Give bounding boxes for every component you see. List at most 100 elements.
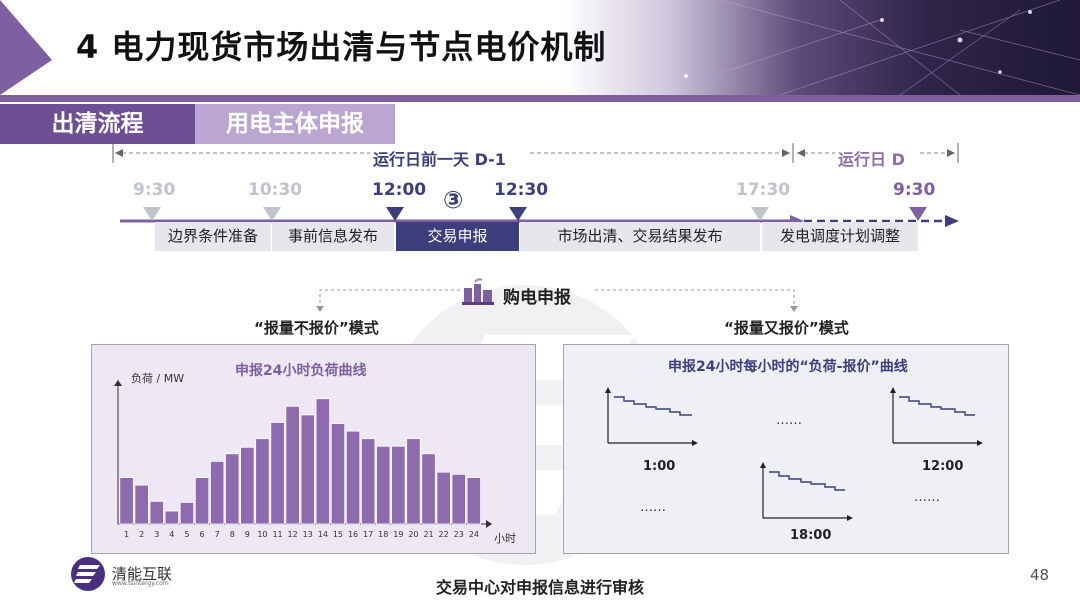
y-axis-label: 负荷 / MW [131,372,185,385]
right-chart-title: 申报24小时每小时的“负荷-报价”曲线 [668,359,908,375]
bar-hour-10 [255,438,270,525]
segment-boundary-prep: 边界条件准备 [155,222,271,251]
ellipsis-2: …… [640,500,666,515]
x-tick-7: 7 [215,530,220,539]
marker-1230 [509,207,527,221]
time-label-1730: 17:30 [736,180,791,200]
marker-0930 [143,207,161,221]
tab-user-declaration[interactable]: 用电主体申报 [195,104,395,144]
ellipsis-1: …… [776,413,802,428]
bar-hour-4 [164,510,179,525]
x-tick-16: 16 [348,530,358,539]
segment-clearing-results: 市场出清、交易结果发布 [520,222,760,251]
title-underline-bar [0,95,1080,102]
time-label-0930: 9:30 [133,180,176,200]
mode-quantity-only: “报量不报价”模式 [254,319,379,337]
bar-hour-23 [451,473,466,525]
bar-hour-12 [285,405,300,525]
mini-price-curve-3 [760,462,853,521]
purchase-declaration-label: 购电申报 [503,288,571,308]
x-tick-18: 18 [378,530,388,539]
page-number: 48 [1030,566,1050,584]
header-network-graphic [0,0,1080,95]
bar-hour-2 [134,484,149,525]
bar-hour-6 [194,477,210,525]
mini-label-3: 18:00 [790,528,832,543]
time-label-next-0930: 9:30 [893,180,936,200]
segment-trade-declaration: 交易申报 [396,222,519,251]
bar-hour-22 [436,471,451,525]
x-tick-10: 10 [257,530,267,539]
slide-title: 4 电力现货市场出清与节点电价机制 [76,28,607,66]
x-tick-4: 4 [169,530,174,539]
left-chart-title: 申报24小时负荷曲线 [235,363,367,379]
x-tick-12: 12 [288,530,298,539]
time-label-1030: 10:30 [248,180,303,200]
mini-price-curve-2 [890,387,983,446]
bar-hour-15 [330,423,346,525]
bar-hour-19 [391,445,406,525]
marker-1030 [263,207,281,221]
x-tick-20: 20 [408,530,418,539]
marker-next-0930 [909,207,927,221]
x-axis-unit: 小时 [494,532,516,545]
x-tick-1: 1 [124,530,129,539]
right-panel [563,344,1009,554]
bar-hour-11 [270,422,285,525]
bar-hour-14 [315,398,331,525]
mode-quantity-and-price: “报量又报价”模式 [724,319,849,337]
x-tick-11: 11 [272,530,282,539]
timeline-span-arrows [112,143,959,163]
mini-label-2: 12:00 [922,459,964,474]
header-left-triangle [0,0,52,95]
bar-hour-21 [421,453,436,525]
x-tick-21: 21 [423,530,433,539]
x-tick-2: 2 [139,530,144,539]
mini-price-curve-1 [605,387,698,446]
factory-icon [462,278,494,305]
x-tick-14: 14 [318,530,328,539]
segment-info-release: 事前信息发布 [272,222,394,251]
x-tick-13: 13 [303,530,313,539]
x-tick-8: 8 [230,530,235,539]
x-tick-24: 24 [469,530,479,539]
span-day-before-label: 运行日前一天 D-1 [373,150,506,169]
x-tick-23: 23 [454,530,464,539]
marker-1200 [386,207,404,221]
bar-hour-7 [210,460,225,525]
x-tick-6: 6 [200,530,205,539]
company-name: 清能互联 [112,565,173,583]
step-marker-3: ③ [443,186,464,214]
x-tick-5: 5 [184,530,189,539]
bar-hour-17 [360,438,376,525]
bar-hour-13 [300,414,315,525]
bar-hour-20 [406,438,421,525]
ellipsis-3: …… [914,490,940,505]
review-note: 交易中心对申报信息进行审核 [435,578,644,597]
x-tick-22: 22 [439,530,449,539]
x-tick-17: 17 [363,530,373,539]
timeline-arrow [120,207,959,227]
bar-hour-18 [376,445,391,525]
marker-1730 [751,207,769,221]
bar-hour-5 [179,502,195,525]
x-tick-9: 9 [245,530,250,539]
span-operating-day-label: 运行日 D [838,150,905,169]
mini-label-1: 1:00 [643,459,676,474]
x-tick-15: 15 [333,530,343,539]
branch-connectors [316,289,798,312]
time-label-1200: 12:00 [372,180,427,200]
time-label-1230: 12:30 [494,180,549,200]
bar-hour-1 [119,477,134,525]
load-bar-chart: 1 2 3 4 5 6 7 8 9 10 11 12 13 14 15 16 17 18 19 20 21 22 23 24 [114,380,492,539]
bar-hour-16 [345,430,361,525]
tab-clearing-process[interactable]: 出清流程 [0,104,195,144]
bar-hour-9 [240,446,255,525]
bar-hour-3 [149,500,164,525]
bar-hour-24 [466,477,482,525]
company-logo-icon [71,557,105,591]
x-tick-3: 3 [154,530,159,539]
bar-hour-8 [225,453,240,525]
company-url: www.tsintergy.com [112,580,169,587]
x-tick-19: 19 [393,530,403,539]
